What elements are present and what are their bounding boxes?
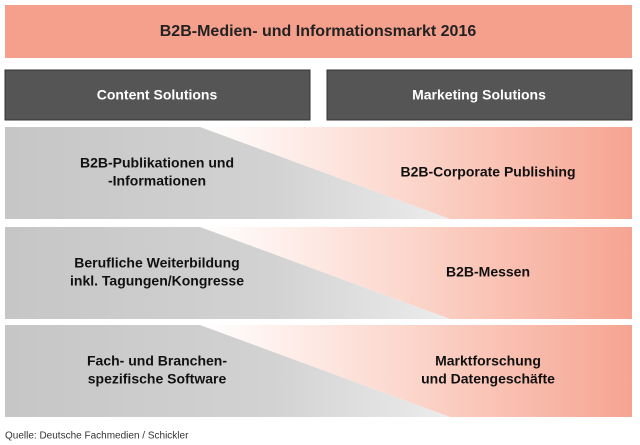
row-label: -Informationen xyxy=(108,173,206,189)
row-label: B2B-Publikationen und xyxy=(80,155,234,171)
row-left xyxy=(5,325,450,417)
row-label: und Datengeschäfte xyxy=(421,371,555,387)
column-header xyxy=(326,69,633,121)
row-right xyxy=(200,127,632,219)
column-title: Content Solutions xyxy=(97,87,218,103)
row-right xyxy=(200,227,632,319)
row-left xyxy=(5,127,450,219)
row-label: B2B-Messen xyxy=(446,264,530,280)
row-left xyxy=(5,227,450,319)
row-label: Berufliche Weiterbildung xyxy=(74,255,239,271)
column-title: Marketing Solutions xyxy=(412,87,546,103)
source: Quelle: Deutsche Fachmedien / Schickler xyxy=(5,431,189,442)
row-label: Fach- und Branchen- xyxy=(87,353,227,369)
row-label: spezifische Software xyxy=(88,371,227,387)
row-label: B2B-Corporate Publishing xyxy=(400,164,575,180)
row-right xyxy=(200,325,632,417)
row-label: Marktforschung xyxy=(435,353,541,369)
title: B2B-Medien- und Informationsmarkt 2016 xyxy=(160,23,477,40)
title-banner xyxy=(5,5,632,58)
column-header xyxy=(4,69,311,121)
row-label: inkl. Tagungen/Kongresse xyxy=(70,273,244,289)
